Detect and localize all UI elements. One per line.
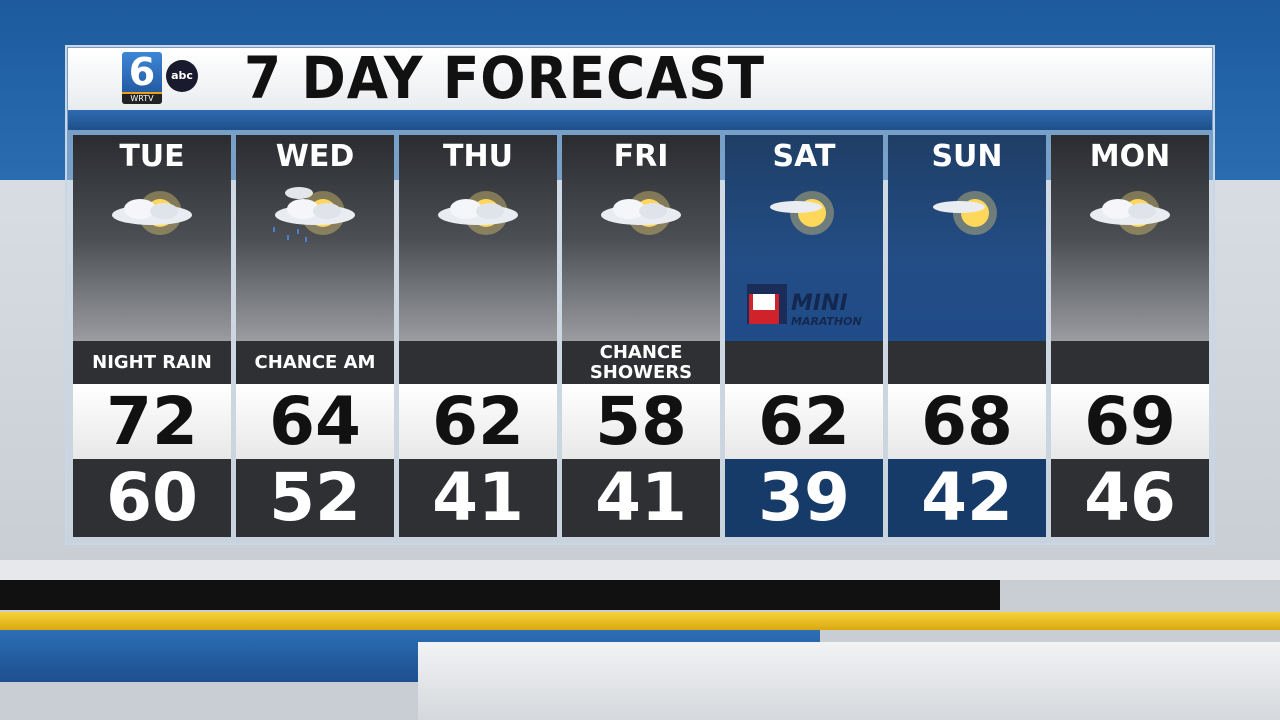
day-header: TUE (73, 135, 231, 341)
day-label: WED (275, 139, 355, 174)
network-logo: abc (166, 60, 198, 92)
day-label: SAT (772, 139, 836, 174)
title-underbar (68, 110, 1212, 130)
partly-cloudy-icon (591, 185, 691, 245)
day-header: WED (236, 135, 394, 341)
sun-cloud-rain-icon (265, 185, 365, 245)
mostly-sunny-icon (917, 185, 1017, 245)
decor-band (418, 642, 1280, 720)
condition-label (725, 341, 883, 384)
low-temp: 41 (562, 459, 720, 537)
day-column-fri: FRI CHANCE SHOWERS 58 41 (562, 135, 720, 537)
condition-label (1051, 341, 1209, 384)
partly-cloudy-icon (1080, 185, 1180, 245)
condition-label: NIGHT RAIN (73, 341, 231, 384)
title-bar (68, 48, 1212, 110)
day-column-sat: SAT MINI MARATHON 62 39 (725, 135, 883, 537)
high-temp: 68 (888, 384, 1046, 459)
svg-text:MINI: MINI (791, 291, 848, 316)
station-logo: 6 WRTV (122, 52, 162, 104)
high-temp: 64 (236, 384, 394, 459)
decor-band (0, 560, 1280, 580)
day-column-thu: THU 62 41 (399, 135, 557, 537)
high-temp: 72 (73, 384, 231, 459)
day-column-wed: WED CHANCE AM 64 52 (236, 135, 394, 537)
low-temp: 52 (236, 459, 394, 537)
day-column-sun: SUN 68 42 (888, 135, 1046, 537)
mini-marathon-logo: MINI MARATHON (747, 280, 865, 328)
low-temp: 42 (888, 459, 1046, 537)
day-label: SUN (931, 139, 1003, 174)
day-header: FRI (562, 135, 720, 341)
logo-callsign: WRTV (122, 92, 162, 104)
day-header: SUN (888, 135, 1046, 341)
page-title: 7 DAY FORECAST (244, 44, 765, 112)
high-temp: 58 (562, 384, 720, 459)
day-header: MON (1051, 135, 1209, 341)
decor-band (0, 580, 1000, 610)
partly-cloudy-icon (428, 185, 528, 245)
day-column-tue: TUE NIGHT RAIN 72 60 (73, 135, 231, 537)
day-header: SAT MINI MARATHON (725, 135, 883, 341)
high-temp: 62 (399, 384, 557, 459)
low-temp: 46 (1051, 459, 1209, 537)
low-temp: 41 (399, 459, 557, 537)
day-column-mon: MON 69 46 (1051, 135, 1209, 537)
high-temp: 69 (1051, 384, 1209, 459)
condition-label (888, 341, 1046, 384)
low-temp: 39 (725, 459, 883, 537)
condition-label: CHANCE AM (236, 341, 394, 384)
day-label: THU (443, 139, 513, 174)
condition-label (399, 341, 557, 384)
partly-cloudy-icon (102, 185, 202, 245)
low-temp: 60 (73, 459, 231, 537)
logo-number: 6 (128, 52, 156, 94)
day-label: FRI (613, 139, 669, 174)
mostly-sunny-icon (754, 185, 854, 245)
day-header: THU (399, 135, 557, 341)
decor-band (0, 612, 1280, 630)
day-label: MON (1089, 139, 1171, 174)
day-label: TUE (119, 139, 185, 174)
high-temp: 62 (725, 384, 883, 459)
condition-label: CHANCE SHOWERS (562, 341, 720, 384)
svg-text:MARATHON: MARATHON (791, 315, 862, 328)
